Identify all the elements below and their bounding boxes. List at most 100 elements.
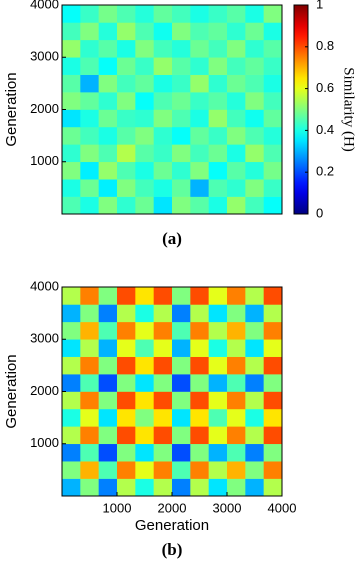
heatmap-cell xyxy=(80,126,99,145)
heatmap-cell xyxy=(227,196,246,215)
heatmap-cell xyxy=(245,304,264,323)
heatmap-cell xyxy=(153,478,173,497)
heatmap-cell xyxy=(62,109,81,128)
heatmap-cell xyxy=(98,321,118,340)
heatmap-cell xyxy=(172,179,191,197)
heatmap-cell xyxy=(80,426,99,445)
heatmap-cell xyxy=(190,356,209,375)
heatmap-cell xyxy=(135,408,154,427)
heatmap-cell xyxy=(62,74,81,93)
heatmap-cell xyxy=(172,339,191,357)
heatmap-cell xyxy=(190,126,209,145)
heatmap-cell xyxy=(245,57,264,75)
heatmap-cell xyxy=(80,391,99,410)
heatmap-cell xyxy=(135,74,154,93)
heatmap-cell xyxy=(227,374,246,392)
heatmap-cell xyxy=(62,92,81,110)
heatmap-cell xyxy=(245,74,264,93)
heatmap-cell xyxy=(153,374,173,392)
heatmap-cell xyxy=(190,287,209,305)
heatmap-cell xyxy=(135,356,154,375)
heatmap-cell xyxy=(208,179,228,197)
heatmap-cell xyxy=(98,391,118,410)
heatmap-cell xyxy=(208,109,228,128)
heatmap-cell xyxy=(208,22,228,41)
heatmap-cell xyxy=(263,109,283,128)
heatmap-cell xyxy=(62,461,81,479)
heatmap-cell xyxy=(263,339,283,357)
colorbar-tick-label: 0.2 xyxy=(316,164,334,179)
heatmap-cell xyxy=(62,426,81,445)
heatmap-cell xyxy=(62,304,81,323)
heatmap-cell xyxy=(153,461,173,479)
heatmap-cell xyxy=(245,374,264,392)
heatmap-cell xyxy=(135,374,154,392)
heatmap-cell xyxy=(62,126,81,145)
heatmap-cell xyxy=(153,287,173,305)
heatmap-cell xyxy=(263,39,283,58)
heatmap-cell xyxy=(263,461,283,479)
heatmap-cell xyxy=(117,144,136,163)
heatmap-cell xyxy=(245,22,264,41)
colorbar-tick-label: 0.8 xyxy=(316,38,334,53)
heatmap-cell xyxy=(245,339,264,357)
heatmap-cell xyxy=(80,374,99,392)
heatmap-cell xyxy=(153,144,173,163)
heatmap-cell xyxy=(153,39,173,58)
heatmap-cell xyxy=(227,5,246,23)
heatmap-cell xyxy=(263,304,283,323)
heatmap-cell xyxy=(190,92,209,110)
heatmap-cell xyxy=(98,161,118,180)
heatmap-cell xyxy=(263,426,283,445)
y-tick-label: 2000 xyxy=(30,383,59,398)
heatmap-cell xyxy=(208,196,228,215)
heatmap-cell xyxy=(190,478,209,497)
heatmap-cell xyxy=(190,179,209,197)
heatmap-cell xyxy=(263,391,283,410)
heatmap-cell xyxy=(98,74,118,93)
heatmap-cell xyxy=(263,179,283,197)
heatmap-cell xyxy=(98,408,118,427)
y-tick-label: 1000 xyxy=(30,435,59,450)
heatmap-cell xyxy=(245,126,264,145)
heatmap-cell xyxy=(98,339,118,357)
heatmap-cell xyxy=(135,461,154,479)
heatmap-cell xyxy=(135,109,154,128)
colorbar-tick-label: 1 xyxy=(316,0,323,11)
heatmap-cell xyxy=(227,74,246,93)
heatmap-cell xyxy=(135,179,154,197)
heatmap-cell xyxy=(117,426,136,445)
heatmap-cell xyxy=(245,287,264,305)
heatmap-cell xyxy=(117,109,136,128)
heatmap-cell xyxy=(172,374,191,392)
heatmap-cell xyxy=(190,374,209,392)
heatmap-cell xyxy=(62,391,81,410)
heatmap-cell xyxy=(117,5,136,23)
heatmap-cell xyxy=(153,126,173,145)
heatmap-cell xyxy=(245,109,264,128)
heatmap-cell xyxy=(153,408,173,427)
heatmap-cell xyxy=(98,461,118,479)
heatmap-cell xyxy=(172,92,191,110)
heatmap-cell xyxy=(117,443,136,462)
heatmap-cell xyxy=(263,161,283,180)
heatmap-cell xyxy=(172,461,191,479)
heatmap-cell xyxy=(80,478,99,497)
heatmap-cell xyxy=(117,391,136,410)
heatmap-cell xyxy=(172,443,191,462)
heatmap-cell xyxy=(135,39,154,58)
heatmap-cell xyxy=(190,321,209,340)
heatmap-cell xyxy=(263,57,283,75)
heatmap-cell xyxy=(62,179,81,197)
heatmap-cell xyxy=(227,144,246,163)
heatmap-cell xyxy=(117,478,136,497)
heatmap-cell xyxy=(62,196,81,215)
heatmap-cell xyxy=(135,287,154,305)
heatmap-cell xyxy=(172,408,191,427)
heatmap-cell xyxy=(135,144,154,163)
heatmap-cell xyxy=(190,408,209,427)
colorbar-label: Similarity (H) xyxy=(341,67,357,152)
heatmap-cell xyxy=(98,179,118,197)
heatmap-cell xyxy=(98,374,118,392)
heatmap-cell xyxy=(153,443,173,462)
